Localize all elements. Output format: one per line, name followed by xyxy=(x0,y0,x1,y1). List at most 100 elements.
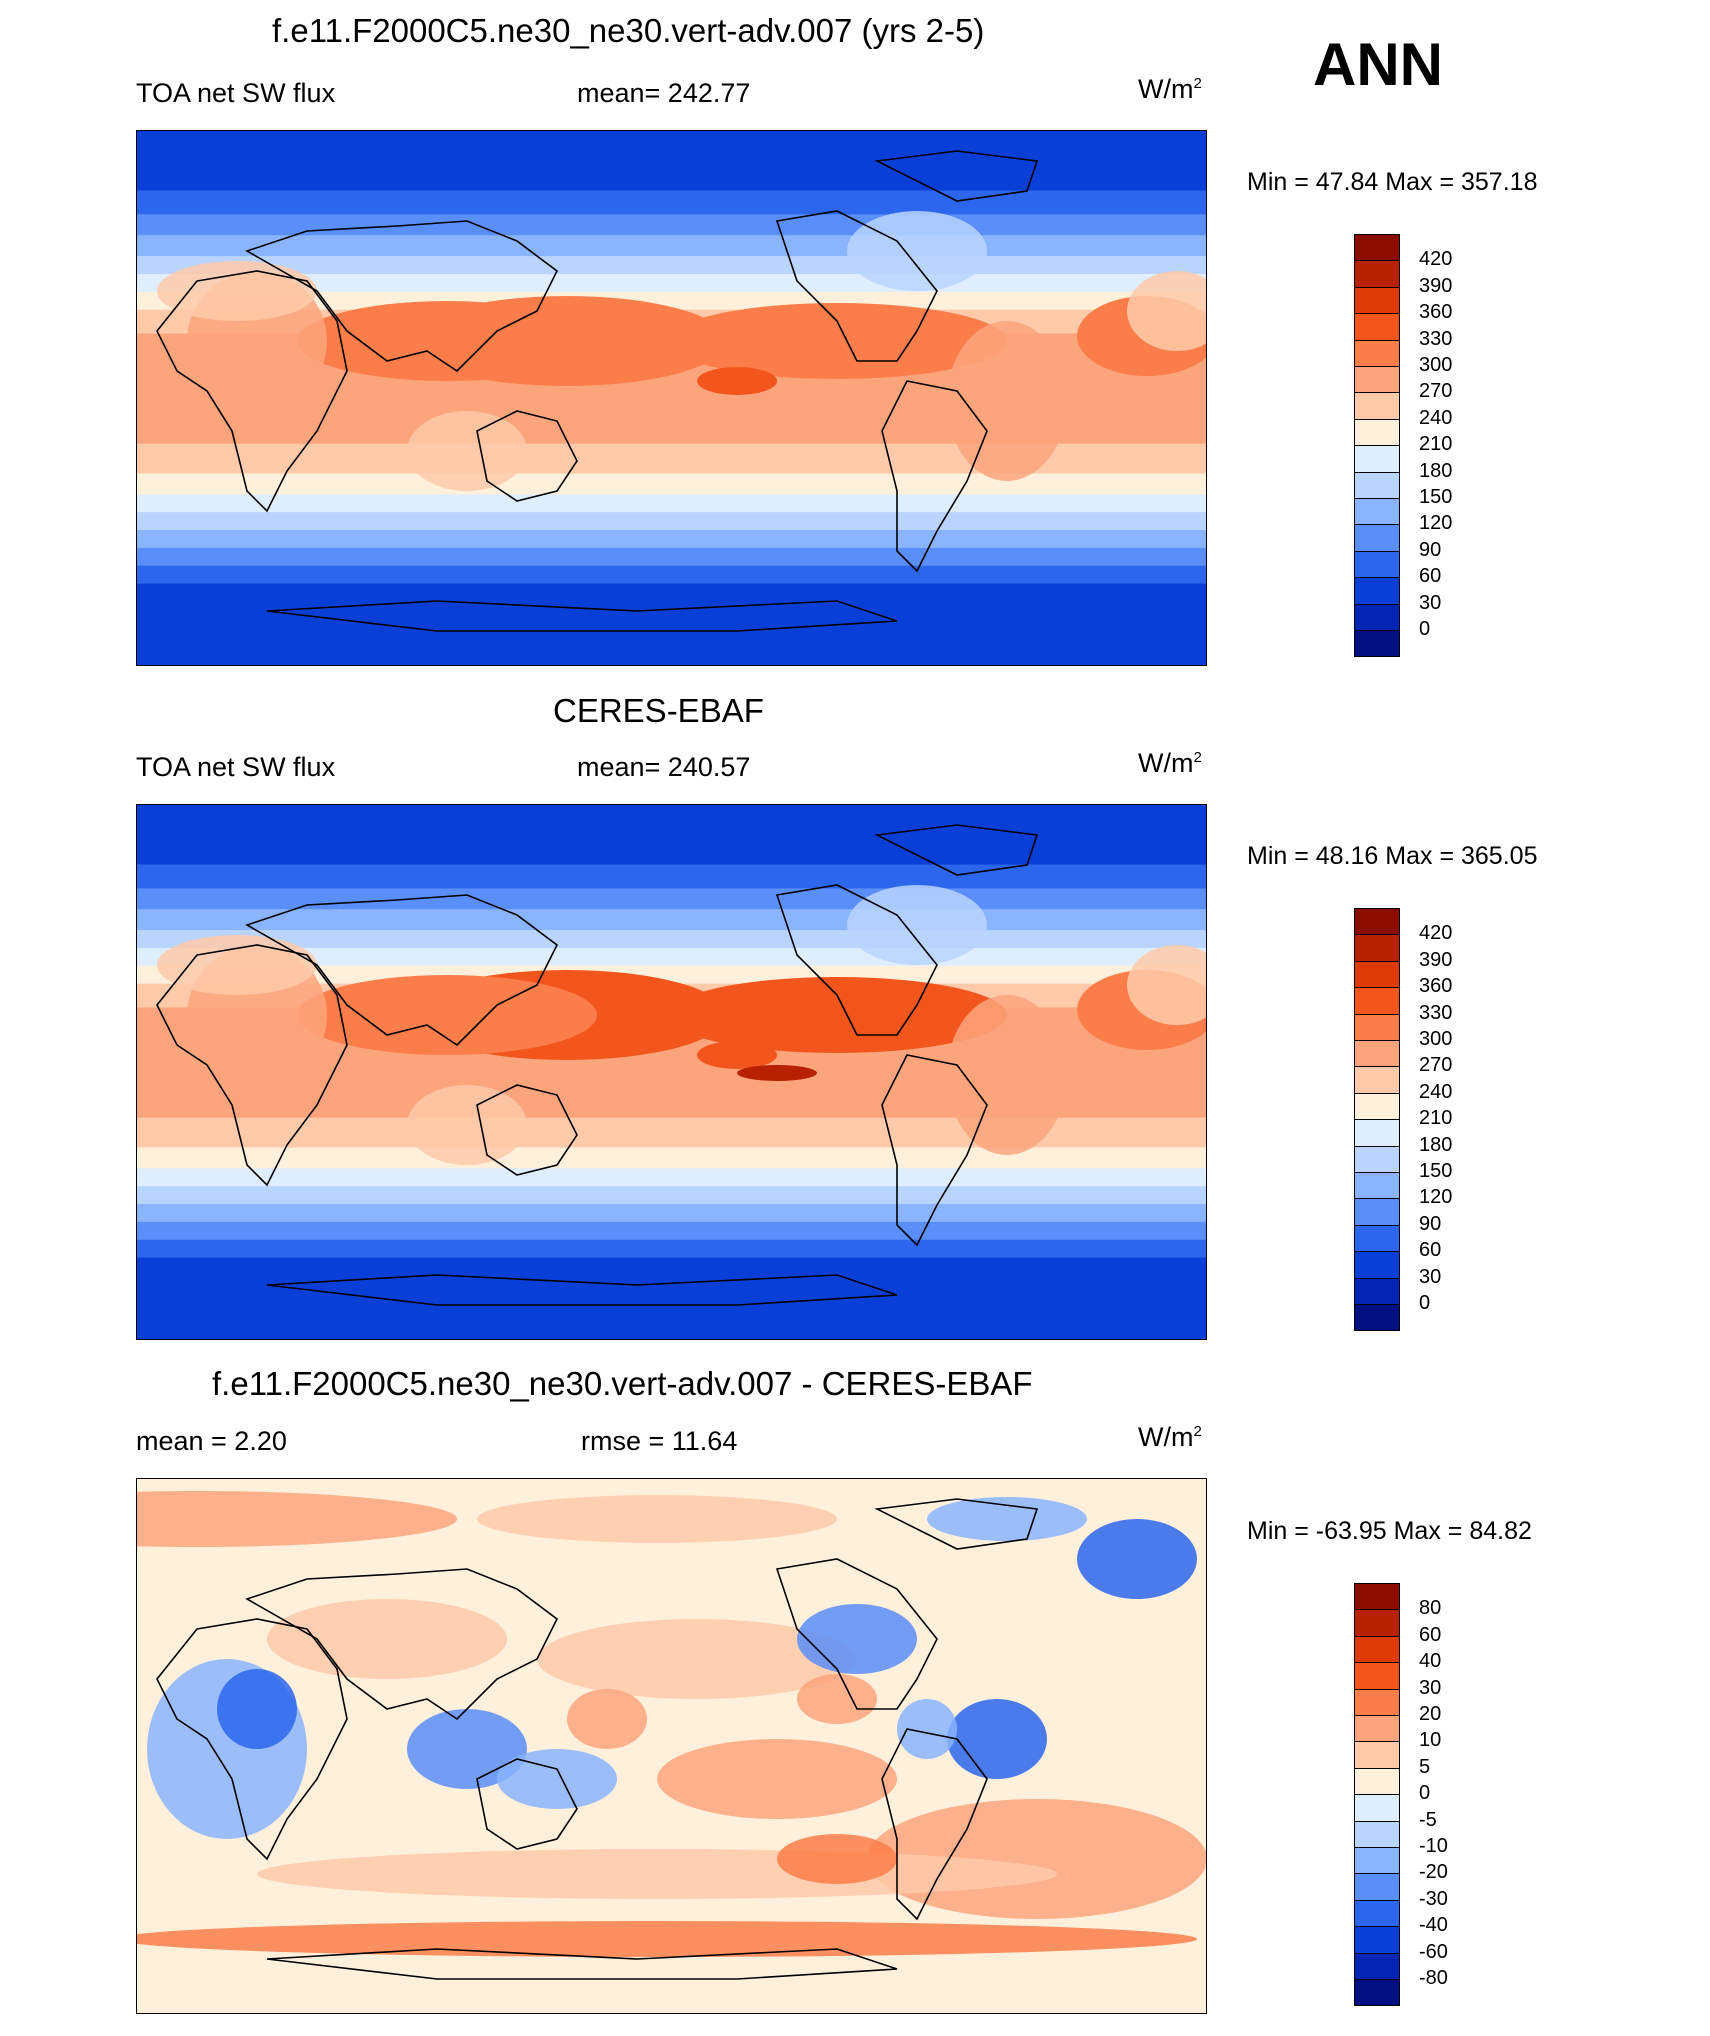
map-band xyxy=(137,473,1206,496)
colorbar-tick-label: 390 xyxy=(1419,948,1453,971)
colorbar-tick-label: 390 xyxy=(1419,274,1453,297)
colorbar-tick-label: 330 xyxy=(1419,1001,1453,1024)
map-feature xyxy=(847,885,987,965)
map-feature xyxy=(777,1834,897,1884)
colorbar-swatch xyxy=(1354,1304,1400,1332)
coastline xyxy=(266,1274,898,1306)
colorbar-tick-label: -30 xyxy=(1419,1887,1448,1910)
colorbar-swatch xyxy=(1354,1794,1400,1822)
panel3-minmax: Min = -63.95 Max = 84.82 xyxy=(1247,1517,1532,1545)
panel1-title: f.e11.F2000C5.ne30_ne30.vert-adv.007 (yr… xyxy=(272,12,985,49)
colorbar-tick-label: 360 xyxy=(1419,301,1453,324)
colorbar-tick-label: 180 xyxy=(1419,1133,1453,1156)
map-feature xyxy=(157,935,317,995)
map-feature xyxy=(567,1689,647,1749)
map-feature xyxy=(407,1085,527,1165)
coastline xyxy=(266,1948,898,1980)
colorbar-swatch xyxy=(1354,1224,1400,1253)
panel3-title: f.e11.F2000C5.ne30_ne30.vert-adv.007 - C… xyxy=(212,1365,1033,1402)
colorbar-tick-label: 20 xyxy=(1419,1703,1442,1725)
colorbar-tick-label: 180 xyxy=(1419,459,1453,482)
map-feature xyxy=(1077,1519,1197,1599)
map-feature xyxy=(847,211,987,291)
map-feature xyxy=(737,1065,817,1081)
colorbar-swatch xyxy=(1354,1583,1400,1611)
colorbar-tick-label: 120 xyxy=(1419,1186,1453,1209)
colorbar-swatch xyxy=(1354,1688,1400,1716)
map-feature xyxy=(257,1849,1057,1899)
colorbar-tick-label: 60 xyxy=(1419,565,1442,588)
colorbar-tick-label: -20 xyxy=(1419,1861,1448,1884)
panel1-mean-label: mean= 242.77 xyxy=(577,78,751,108)
colorbar-tick-label: 300 xyxy=(1419,354,1453,376)
map-feature xyxy=(697,1041,777,1069)
colorbar-swatch xyxy=(1354,339,1400,367)
colorbar-swatch xyxy=(1354,1820,1400,1848)
colorbar-swatch xyxy=(1354,313,1400,341)
map-feature xyxy=(947,995,1067,1155)
map-feature xyxy=(497,1749,617,1809)
map-feature xyxy=(267,1599,507,1679)
map-feature xyxy=(797,1604,917,1674)
colorbar-swatch xyxy=(1354,1979,1400,2007)
map-band xyxy=(137,864,1206,890)
colorbar-tick-label: 240 xyxy=(1419,1080,1453,1103)
colorbar-swatch xyxy=(1354,1172,1400,1200)
panel1-map xyxy=(136,130,1207,666)
coastline xyxy=(874,150,1039,202)
colorbar-tick-label: 90 xyxy=(1419,1212,1442,1235)
map-feature xyxy=(1127,271,1206,351)
map-feature xyxy=(537,1619,857,1699)
map-feature xyxy=(157,261,317,321)
coastline xyxy=(476,410,578,502)
coastline xyxy=(476,1084,578,1176)
map-band xyxy=(137,1204,1206,1223)
coastline xyxy=(245,220,559,373)
map-feature xyxy=(697,367,777,395)
map-band xyxy=(137,190,1206,216)
map-band xyxy=(137,1257,1206,1339)
map-band xyxy=(137,1221,1206,1241)
colorbar-swatch xyxy=(1354,1899,1400,1928)
colorbar-swatch xyxy=(1354,1066,1400,1094)
colorbar-tick-label: -10 xyxy=(1419,1835,1448,1857)
colorbar-swatch xyxy=(1354,286,1400,315)
coastline xyxy=(874,1498,1039,1550)
colorbar-tick-label: 30 xyxy=(1419,1265,1442,1288)
colorbar-tick-label: 30 xyxy=(1419,591,1442,614)
colorbar-tick-label: 240 xyxy=(1419,406,1453,429)
colorbar-swatch xyxy=(1354,1662,1400,1690)
colorbar-swatch xyxy=(1354,498,1400,526)
panel1-map-svg xyxy=(137,131,1206,665)
map-feature xyxy=(897,1699,957,1759)
colorbar-tick-label: 270 xyxy=(1419,1054,1453,1077)
panel2-mean-label: mean= 240.57 xyxy=(577,752,751,782)
colorbar-tick-label: -60 xyxy=(1419,1940,1448,1963)
panel2-variable-label: TOA net SW flux xyxy=(136,752,336,782)
panel3-mean-label: mean = 2.20 xyxy=(136,1426,287,1456)
map-band xyxy=(137,547,1206,567)
colorbar-swatch xyxy=(1354,445,1400,473)
coastline xyxy=(881,1054,988,1247)
colorbar-swatch xyxy=(1354,1040,1400,1068)
colorbar-tick-label: 0 xyxy=(1419,1782,1431,1805)
map-band xyxy=(137,583,1206,665)
map-band xyxy=(137,494,1206,514)
colorbar-swatch xyxy=(1354,1013,1400,1041)
colorbar-swatch xyxy=(1354,366,1400,394)
map-feature xyxy=(137,1491,457,1547)
map-feature xyxy=(927,1497,1087,1541)
map-band xyxy=(137,530,1206,549)
colorbar-tick-label: 150 xyxy=(1419,486,1453,508)
colorbar-tick-label: 10 xyxy=(1419,1729,1442,1752)
map-band xyxy=(137,805,1206,866)
map-band xyxy=(137,214,1206,237)
panel3-rmse-label: rmse = 11.64 xyxy=(581,1426,738,1456)
colorbar-swatch xyxy=(1354,471,1400,499)
season-label: ANN xyxy=(1313,31,1443,98)
panel2-map-svg xyxy=(137,805,1206,1339)
colorbar-swatch xyxy=(1354,630,1400,658)
map-feature xyxy=(407,411,527,491)
colorbar-tick-label: -40 xyxy=(1419,1914,1448,1937)
map-band xyxy=(137,565,1206,585)
